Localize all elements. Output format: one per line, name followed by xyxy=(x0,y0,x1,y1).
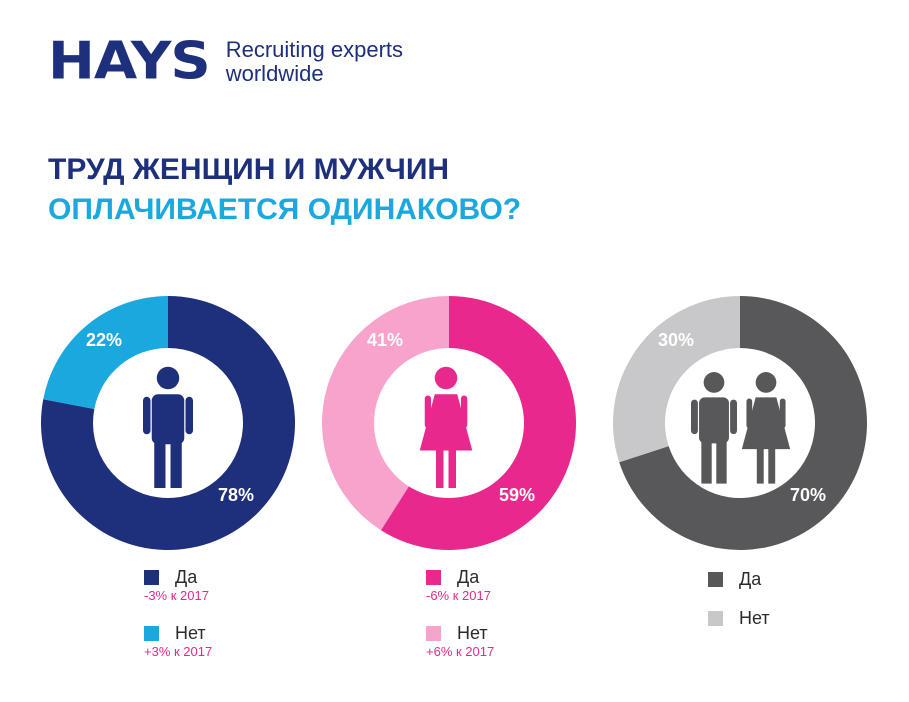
legend-item-no: Нет xyxy=(144,622,212,644)
legend-swatch-no xyxy=(426,625,441,641)
legend-swatch-yes xyxy=(426,569,441,585)
legend-swatch-no xyxy=(144,625,159,641)
legend-male: Да -3% к 2017 Нет +3% к 2017 xyxy=(144,566,212,662)
chart-title: ТРУД ЖЕНЩИН И МУЖЧИН ОПЛАЧИВАЕТСЯ ОДИНАК… xyxy=(48,150,521,230)
legend-item-yes: Да xyxy=(144,566,212,588)
legend-label-yes: Да xyxy=(739,568,762,589)
donut-chart-3: 70% 30% xyxy=(613,296,868,551)
legend-female: Да -6% к 2017 Нет +6% к 2017 xyxy=(426,566,494,662)
donut-slice-yes xyxy=(380,296,576,550)
female-icon xyxy=(741,372,791,484)
male-icon xyxy=(143,366,193,488)
male-female-icon xyxy=(691,372,791,484)
legend-label-no: Нет xyxy=(175,622,206,643)
legend-label-no: Нет xyxy=(457,622,488,643)
female-icon xyxy=(419,366,473,488)
donut-chart-1: 78% 22% xyxy=(40,296,295,551)
donut-slice-no xyxy=(613,296,740,463)
logo-tagline: Recruiting experts worldwide xyxy=(226,38,403,86)
donut-slice-no xyxy=(321,296,449,531)
donut-slice-yes xyxy=(619,296,868,551)
slice-label-no: 41% xyxy=(367,330,403,350)
logo-wordmark: HAYS xyxy=(48,31,211,92)
slice-label-yes: 78% xyxy=(218,485,254,505)
legend-item-yes: Да xyxy=(426,566,494,588)
title-line1: ТРУД ЖЕНЩИН И МУЖЧИН xyxy=(48,153,450,186)
legend-item-no: Нет xyxy=(708,607,770,629)
male-icon xyxy=(691,372,737,484)
legend-item-no: Нет xyxy=(426,622,494,644)
tagline-line2: worldwide xyxy=(225,61,324,86)
title-line2: ОПЛАЧИВАЕТСЯ ОДИНАКОВО? xyxy=(48,193,522,226)
legend-delta-yes: -6% к 2017 xyxy=(426,588,491,603)
legend-swatch-yes xyxy=(144,569,159,585)
slice-label-yes: 59% xyxy=(499,485,535,505)
donut-slice-yes xyxy=(40,296,295,551)
donut-chart-2: 59% 41% xyxy=(321,296,576,550)
donut-slice-no xyxy=(43,296,168,409)
legend-swatch-no xyxy=(708,610,723,626)
legend-item-yes: Да xyxy=(708,568,770,590)
slice-label-yes: 70% xyxy=(790,485,826,505)
legend-delta-yes: -3% к 2017 xyxy=(144,588,209,603)
legend-delta-no: +6% к 2017 xyxy=(426,644,495,659)
slice-label-no: 22% xyxy=(86,330,122,350)
hays-logo: HAYS Recruiting experts worldwide xyxy=(48,34,403,90)
legend-all: Да Нет xyxy=(708,568,770,629)
tagline-line1: Recruiting experts xyxy=(225,37,404,62)
legend-delta-no: +3% к 2017 xyxy=(144,644,213,659)
legend-swatch-yes xyxy=(708,571,723,587)
legend-label-yes: Да xyxy=(175,566,198,587)
legend-label-yes: Да xyxy=(457,566,480,587)
slice-label-no: 30% xyxy=(658,330,694,350)
legend-label-no: Нет xyxy=(739,607,770,628)
